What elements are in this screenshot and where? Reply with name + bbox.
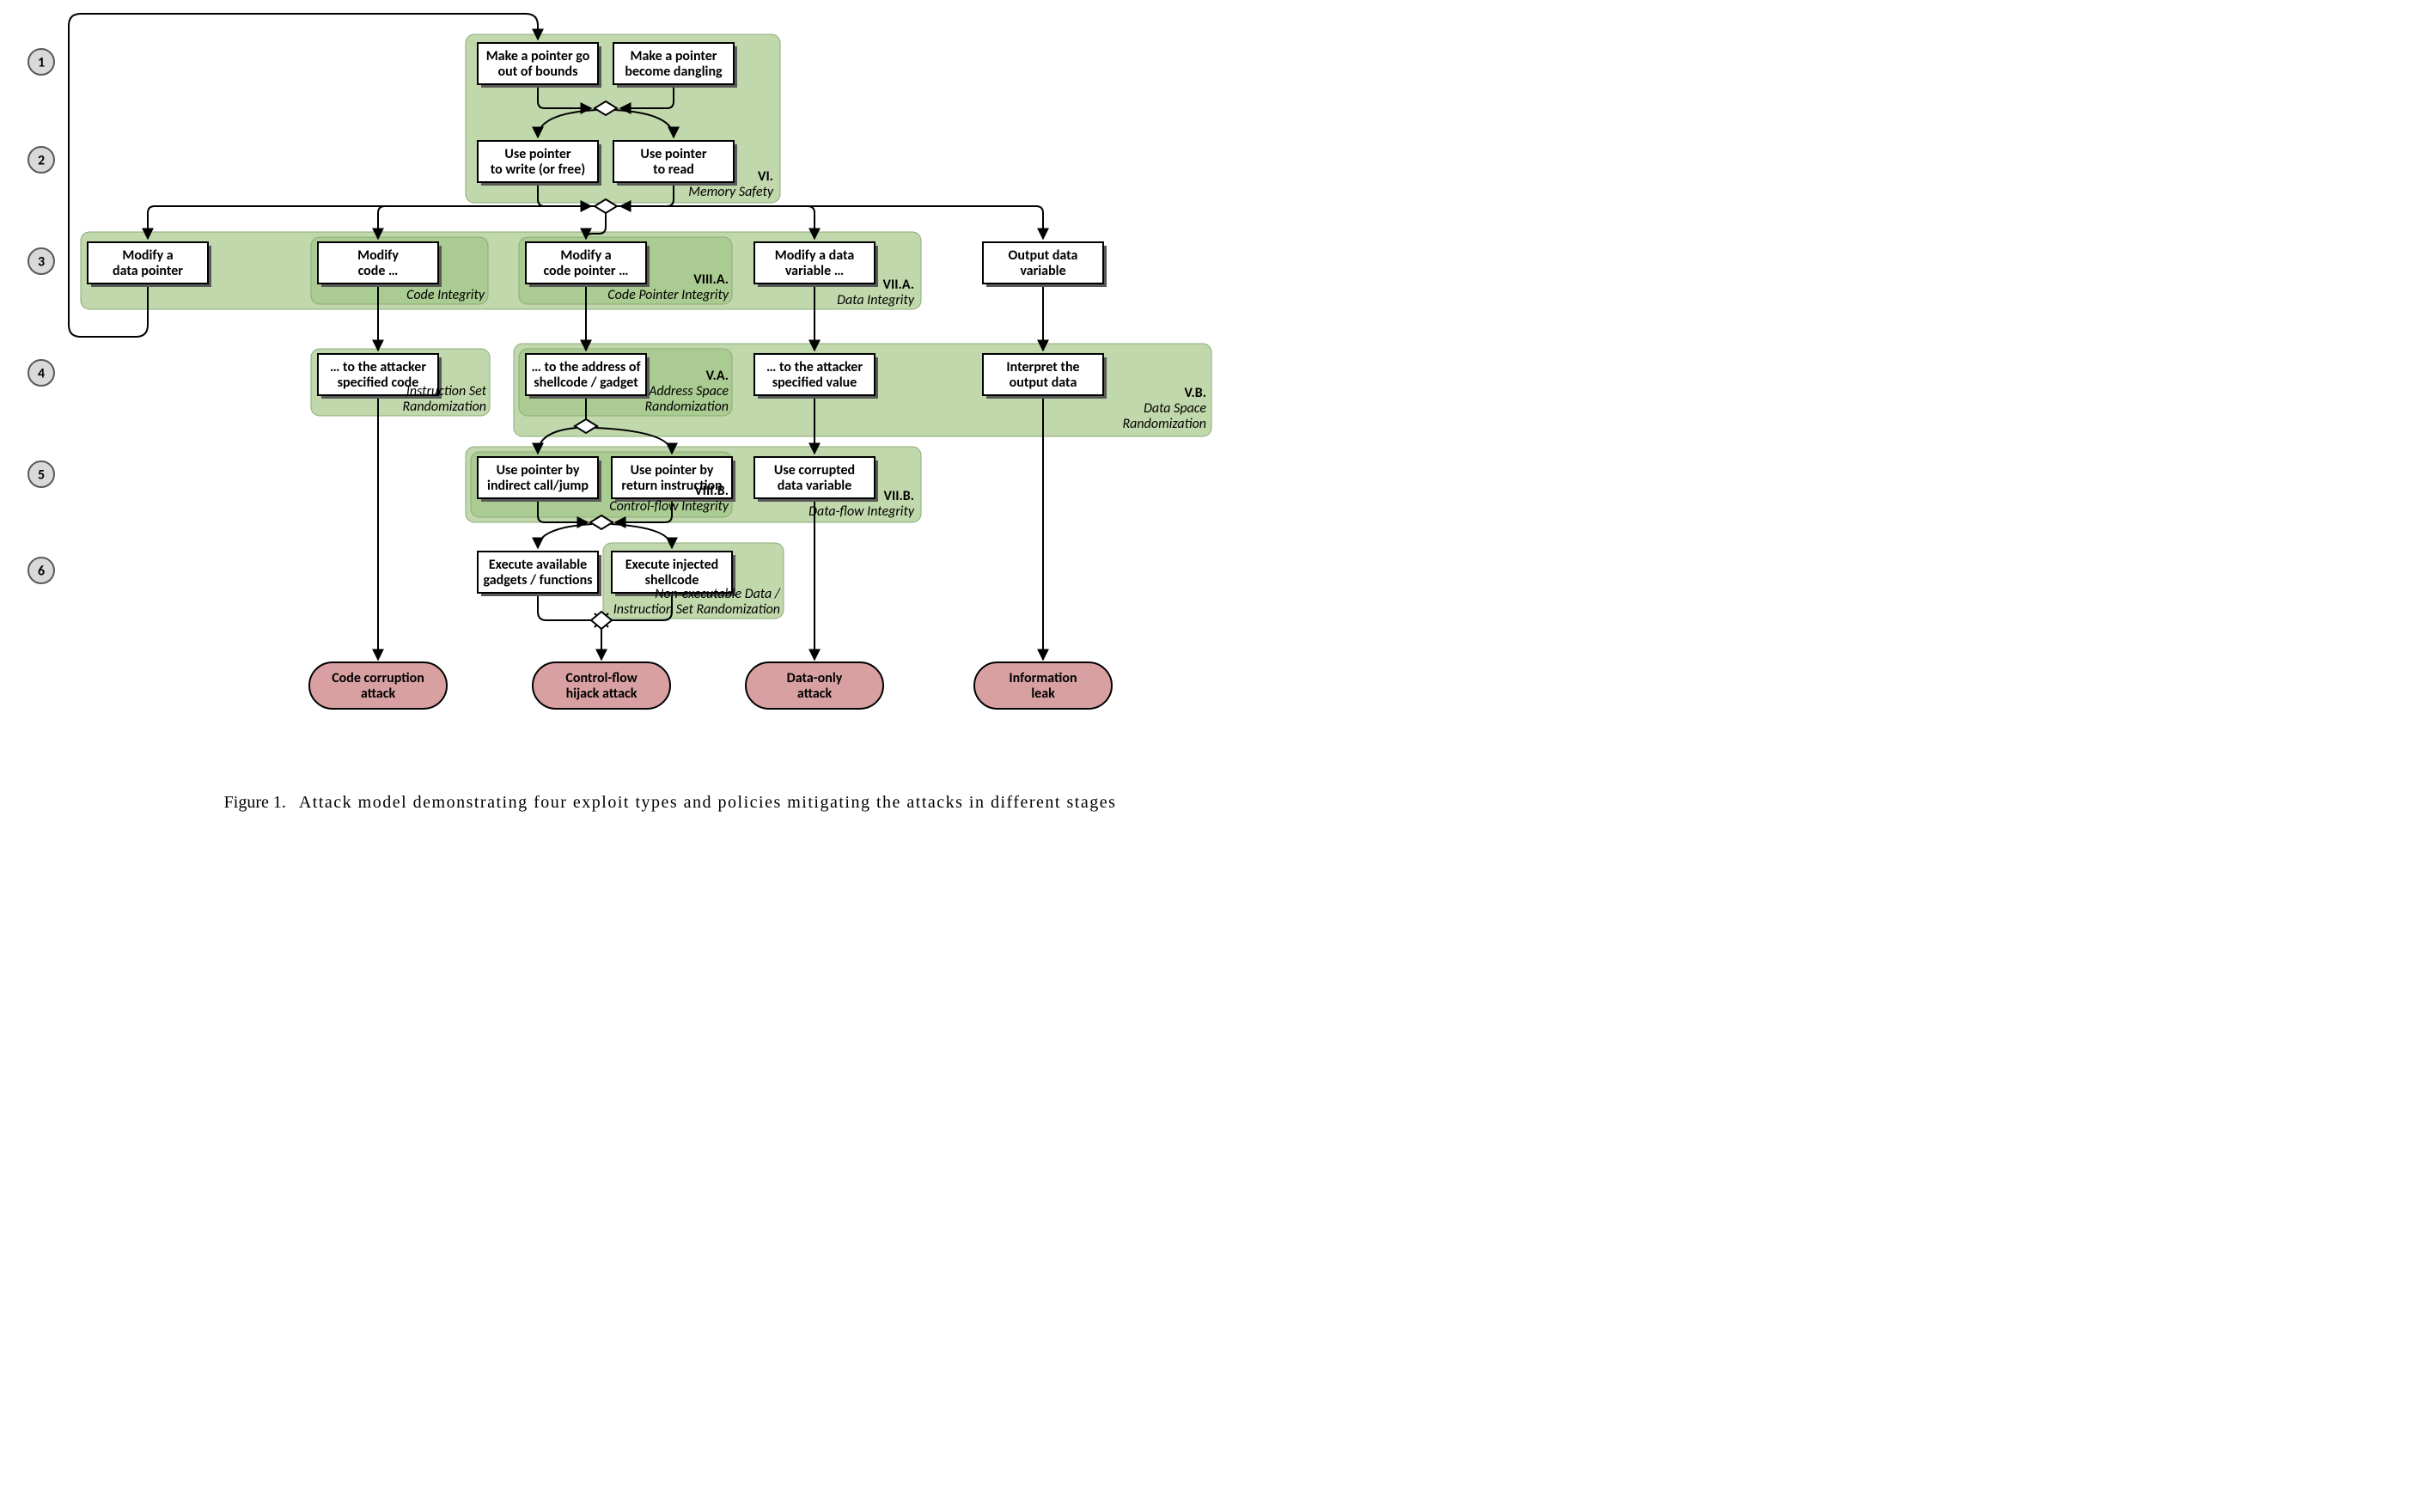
svg-text:6: 6 [38,564,45,580]
svg-text:Modify: Modify [357,247,399,264]
svg-text:become dangling: become dangling [625,64,723,80]
svg-text:Use corrupted: Use corrupted [774,462,855,479]
svg-text:Execute available: Execute available [489,557,587,573]
svg-text:Use pointer by: Use pointer by [631,462,714,479]
svg-text:Use pointer by: Use pointer by [497,462,580,479]
svg-text:… to the address of: … to the address of [531,359,641,375]
svg-text:4: 4 [38,366,45,382]
attacks-layer: Code corruptionattackControl-flowhijack … [309,662,1112,709]
svg-text:data variable: data variable [778,478,852,494]
svg-text:Control-flow: Control-flow [565,670,637,686]
svg-text:… to the attacker: … to the attacker [766,359,863,375]
svg-text:indirect call/jump: indirect call/jump [487,478,589,494]
svg-text:Control-flow Integrity: Control-flow Integrity [609,498,729,515]
svg-text:Information: Information [1009,670,1077,686]
svg-text:VI.: VI. [758,168,773,185]
svg-text:1: 1 [38,55,45,71]
svg-text:gadgets / functions: gadgets / functions [483,572,592,588]
figure-caption: Figure 1. Attack model demonstrating fou… [224,793,1117,812]
svg-text:Instruction Set: Instruction Set [406,383,487,399]
svg-text:Data Space: Data Space [1144,400,1206,417]
diagram-container: Make a pointer goout of bounds Make a poi… [0,0,2416,837]
svg-text:variable …: variable … [785,263,844,279]
svg-text:leak: leak [1031,686,1055,702]
svg-text:3: 3 [38,254,45,271]
svg-text:to read: to read [653,162,694,178]
svg-text:Modify a data: Modify a data [775,247,855,264]
svg-text:Address Space: Address Space [648,383,729,399]
svg-text:Data-only: Data-only [787,670,843,686]
svg-text:Use pointer: Use pointer [504,146,570,162]
svg-text:2: 2 [38,153,45,169]
svg-text:Code Pointer Integrity: Code Pointer Integrity [607,287,729,303]
flowchart-svg: Make a pointer goout of bounds Make a poi… [0,0,1340,837]
svg-text:data pointer: data pointer [113,263,183,279]
svg-text:shellcode / gadget: shellcode / gadget [534,375,638,391]
svg-text:code …: code … [358,263,399,279]
svg-text:Output data: Output data [1009,247,1078,264]
svg-text:specified value: specified value [772,375,857,391]
svg-text:Non-executable Data /: Non-executable Data / [655,586,781,602]
svg-text:… to the attacker: … to the attacker [330,359,426,375]
svg-text:Interpret the: Interpret the [1006,359,1079,375]
svg-text:Data-flow Integrity: Data-flow Integrity [808,503,915,520]
svg-text:Code corruption: Code corruption [332,670,424,686]
svg-text:Make a pointer: Make a pointer [631,48,717,64]
svg-text:to write (or free): to write (or free) [491,162,585,178]
svg-text:out of bounds: out of bounds [498,64,578,80]
svg-text:VIII.A.: VIII.A. [693,271,729,288]
svg-text:Code Integrity: Code Integrity [406,287,485,303]
svg-text:V.A.: V.A. [706,368,729,384]
svg-text:Modify a: Modify a [560,247,611,264]
svg-text:VIII.B.: VIII.B. [694,483,729,499]
svg-text:Modify a: Modify a [122,247,173,264]
svg-text:Make a pointer go: Make a pointer go [486,48,590,64]
svg-text:output data: output data [1010,375,1077,391]
svg-text:Instruction Set Randomization: Instruction Set Randomization [613,601,780,618]
svg-text:Execute injected: Execute injected [625,557,718,573]
svg-text:5: 5 [38,467,45,484]
stage-markers: 1 2 3 4 5 6 [28,49,54,583]
svg-text:Randomization: Randomization [644,399,729,415]
svg-text:Memory Safety: Memory Safety [688,184,774,200]
svg-text:Use pointer: Use pointer [640,146,706,162]
svg-text:code pointer …: code pointer … [543,263,628,279]
svg-text:VII.A.: VII.A. [883,277,914,293]
regions-layer [81,34,1211,619]
svg-text:V.B.: V.B. [1185,385,1206,401]
svg-text:variable: variable [1020,263,1065,279]
svg-text:Randomization: Randomization [402,399,486,415]
svg-text:Randomization: Randomization [1122,416,1206,432]
svg-text:hijack attack: hijack attack [566,686,638,702]
svg-text:VII.B.: VII.B. [883,488,914,504]
svg-text:attack: attack [797,686,833,702]
svg-text:Data Integrity: Data Integrity [837,292,915,308]
svg-text:attack: attack [361,686,396,702]
